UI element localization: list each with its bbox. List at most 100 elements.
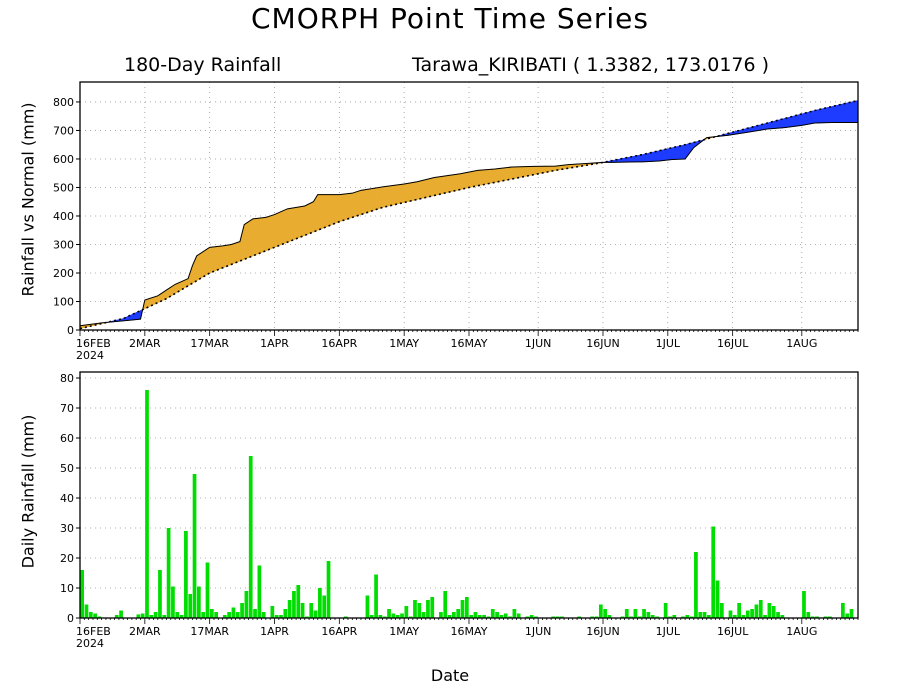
- surplus-area: [367, 188, 370, 213]
- x-tick-label: 16JUN: [586, 625, 620, 638]
- surplus-area: [179, 281, 182, 292]
- deficit-area: [788, 116, 792, 128]
- daily-rainfall-bar: [93, 613, 97, 618]
- deficit-area: [851, 101, 854, 123]
- surplus-area: [233, 242, 236, 265]
- y-tick-label: 100: [53, 295, 74, 308]
- surplus-area: [393, 184, 396, 206]
- surplus-area: [295, 206, 299, 240]
- surplus-area: [488, 168, 491, 184]
- surplus-area: [501, 167, 504, 182]
- surplus-area: [395, 184, 398, 205]
- surplus-area: [235, 241, 239, 264]
- deficit-area: [779, 118, 783, 129]
- daily-rainfall-bar: [810, 616, 815, 618]
- surplus-area: [362, 189, 366, 215]
- daily-rainfall-bar: [828, 616, 832, 618]
- x-tick-label: 2MAR: [129, 337, 161, 350]
- surplus-area: [492, 168, 496, 184]
- daily-rainfall-bar: [84, 604, 89, 618]
- daily-rainfall-bar: [413, 600, 417, 618]
- observed-accumulation-line: [79, 121, 858, 327]
- daily-rainfall-bar: [292, 591, 296, 618]
- daily-rainfall-bar: [231, 607, 236, 618]
- surplus-area: [174, 282, 178, 295]
- surplus-area: [485, 169, 489, 185]
- daily-rainfall-bar: [309, 603, 314, 618]
- surplus-area: [390, 185, 394, 206]
- surplus-area: [412, 181, 416, 201]
- chart-subtitle-location: Tarawa_KIRIBATI ( 1.3382, 173.0176 ): [412, 54, 770, 76]
- daily-rainfall-bar: [646, 612, 651, 618]
- daily-rainfall-bar: [707, 615, 711, 618]
- deficit-area: [764, 122, 768, 130]
- daily-rainfall-bar: [365, 595, 370, 618]
- surplus-area: [205, 248, 208, 277]
- surplus-area: [358, 189, 362, 216]
- daily-rainfall-bar: [508, 616, 512, 618]
- surplus-area: [323, 194, 327, 229]
- surplus-area: [421, 179, 424, 199]
- surplus-area: [375, 187, 379, 210]
- surplus-area: [211, 246, 215, 273]
- deficit-area: [842, 103, 846, 123]
- daily-rainfall-bar: [300, 603, 305, 618]
- surplus-area: [218, 245, 221, 271]
- deficit-area: [641, 153, 645, 163]
- daily-rainfall-bar: [512, 609, 517, 618]
- daily-rainfall-bar: [214, 612, 219, 618]
- daily-rainfall-bar: [555, 616, 560, 618]
- surplus-area: [442, 175, 446, 194]
- deficit-area: [639, 154, 643, 163]
- daily-rainfall-bar: [702, 612, 707, 618]
- daily-rainfall-bar: [158, 570, 162, 618]
- daily-rainfall-bar: [439, 612, 443, 618]
- surplus-area: [248, 219, 252, 259]
- surplus-area: [464, 172, 468, 189]
- surplus-area: [198, 252, 202, 280]
- daily-rainfall-bar: [257, 565, 262, 618]
- surplus-area: [332, 194, 336, 225]
- surplus-area: [351, 192, 355, 218]
- daily-rainfall-bar: [681, 616, 685, 618]
- y-tick-label: 200: [53, 267, 74, 280]
- x-tick-label: 16JUL: [717, 337, 749, 350]
- deficit-area: [816, 109, 820, 124]
- x-tick-label: 1AUG: [786, 337, 817, 350]
- surplus-area: [479, 169, 483, 186]
- daily-rainfall-bar: [426, 600, 430, 618]
- deficit-area: [135, 311, 139, 320]
- surplus-area: [436, 176, 440, 196]
- surplus-area: [473, 170, 476, 187]
- daily-rainfall-bar: [719, 603, 724, 618]
- deficit-area: [803, 112, 807, 126]
- surplus-area: [369, 188, 373, 213]
- daily-rainfall-bar: [776, 612, 780, 618]
- surplus-area: [552, 165, 556, 172]
- surplus-area: [213, 246, 217, 272]
- daily-rainfall-bar: [179, 615, 184, 618]
- deficit-area: [799, 113, 803, 126]
- daily-rainfall-bar: [620, 616, 625, 618]
- surplus-area: [509, 166, 513, 180]
- daily-rainfall-bar: [235, 612, 240, 618]
- x-tick-label: 16JUL: [717, 625, 749, 638]
- x-tick-label: 1APR: [260, 337, 289, 350]
- deficit-area: [665, 148, 669, 161]
- x-tick-label: 17MAR: [190, 337, 229, 350]
- surplus-area: [328, 194, 331, 227]
- surplus-area: [209, 246, 213, 274]
- daily-rainfall-bar: [495, 612, 499, 618]
- surplus-area: [272, 214, 275, 249]
- deficit-area: [663, 148, 666, 161]
- surplus-area: [516, 166, 520, 179]
- daily-rainfall-bar: [841, 603, 845, 618]
- daily-rainfall-bar: [244, 591, 249, 618]
- deficit-area: [795, 114, 798, 127]
- surplus-area: [280, 210, 284, 246]
- surplus-area: [388, 185, 392, 207]
- surplus-area: [449, 174, 453, 193]
- deficit-area: [682, 144, 686, 160]
